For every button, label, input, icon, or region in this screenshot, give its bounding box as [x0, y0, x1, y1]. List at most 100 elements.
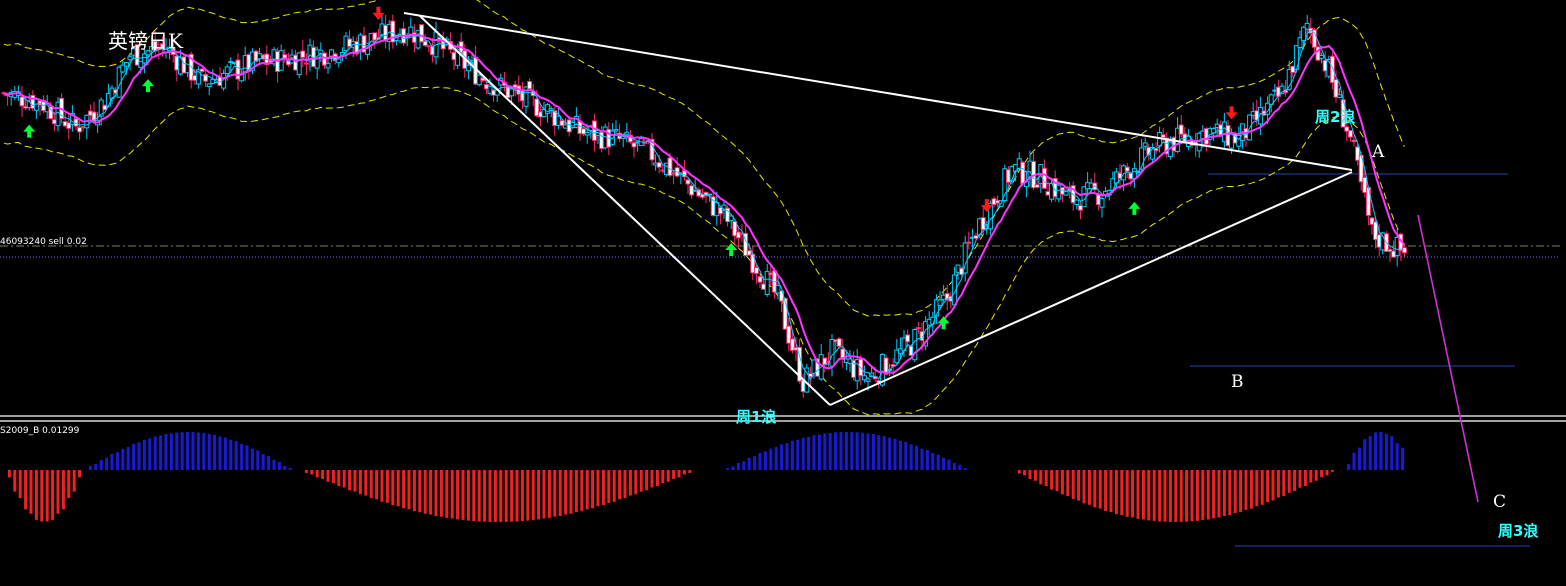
- buy-arrow-icon: [1128, 201, 1141, 215]
- candle-body: [725, 207, 731, 223]
- bollinger-lower-line: [3, 86, 1405, 416]
- candle-body: [861, 375, 867, 381]
- candle-body: [1034, 184, 1040, 188]
- candle-body: [905, 334, 911, 343]
- candle-body: [1063, 190, 1069, 196]
- candle-body: [303, 62, 309, 65]
- candle-body: [235, 59, 241, 80]
- candle-body: [883, 357, 889, 375]
- candle-body: [203, 73, 209, 82]
- candle-body: [1319, 54, 1325, 59]
- sell-arrow-icon: [980, 199, 993, 213]
- candle-body: [1099, 198, 1105, 208]
- candle-body: [1286, 69, 1292, 90]
- candle-body: [134, 44, 140, 66]
- candle-body: [509, 88, 515, 97]
- candle-body: [465, 64, 471, 72]
- candle-body: [1074, 199, 1080, 205]
- candle-body: [656, 162, 662, 168]
- candle-body: [829, 338, 835, 367]
- indicator-label: S2009_B 0.01299: [0, 426, 80, 436]
- point-c-label: C: [1493, 492, 1506, 512]
- candle-body: [372, 32, 378, 41]
- sell-arrow-icon: [1225, 106, 1238, 120]
- buy-arrow-icon: [725, 243, 738, 257]
- candle-body: [206, 83, 212, 88]
- candle-body: [764, 271, 770, 295]
- candle-body: [296, 52, 302, 76]
- candle-body: [141, 53, 147, 64]
- candle-body: [1142, 142, 1148, 147]
- candle-body: [775, 285, 781, 294]
- projection-line: [1417, 214, 1479, 503]
- candle-body: [1149, 147, 1155, 160]
- candle-body: [732, 221, 738, 237]
- candle-body: [419, 24, 425, 43]
- candle-body: [127, 56, 133, 61]
- candle-body: [199, 68, 205, 73]
- chart-title: 英镑日K: [108, 29, 184, 53]
- buy-arrow-icon: [23, 124, 36, 138]
- candle-body: [836, 338, 842, 347]
- candle-body: [318, 49, 324, 55]
- candle-body: [962, 242, 968, 274]
- candle-body: [1178, 124, 1184, 135]
- candle-body: [707, 193, 713, 196]
- candle-body: [966, 241, 972, 244]
- candle-body: [390, 20, 396, 43]
- candle-body: [717, 207, 723, 215]
- candle-body: [1124, 166, 1130, 172]
- candle-body: [1355, 146, 1361, 161]
- candle-body: [840, 348, 846, 360]
- candle-body: [743, 232, 749, 257]
- candle-body: [1351, 139, 1357, 143]
- candle-body: [894, 349, 900, 364]
- point-a-label: A: [1371, 142, 1385, 162]
- candle-body: [1002, 168, 1008, 202]
- trendline-wave1: [419, 15, 831, 406]
- candle-body: [138, 60, 144, 68]
- candle-body: [746, 250, 752, 256]
- candle-body: [1373, 221, 1379, 241]
- candle-body: [300, 50, 306, 58]
- trendline-rise: [829, 171, 1353, 406]
- candle-body: [19, 96, 25, 107]
- ma-fast-line: [3, 29, 1405, 381]
- bollinger-upper-line: [3, 0, 1405, 317]
- candle-body: [325, 62, 331, 69]
- candle-body: [1301, 26, 1307, 42]
- candle-body: [1362, 176, 1368, 194]
- candle-body: [584, 132, 590, 136]
- candle-body: [195, 69, 201, 85]
- candle-body: [1333, 79, 1339, 98]
- buy-arrow-icon: [937, 316, 950, 330]
- candle-body: [559, 120, 565, 127]
- candle-body: [523, 86, 529, 107]
- candle-body: [1387, 249, 1393, 252]
- trendline-upper: [403, 12, 1353, 171]
- candle-body: [1329, 55, 1335, 84]
- candle-body: [1139, 147, 1145, 170]
- ma-slow-line: [3, 33, 1406, 375]
- candle-body: [1268, 94, 1274, 105]
- candle-body: [1257, 106, 1263, 125]
- candle-body: [735, 231, 741, 239]
- candle-body: [336, 58, 342, 64]
- candle-body: [123, 61, 129, 67]
- candle-body: [789, 338, 795, 351]
- candle-body: [1077, 205, 1083, 211]
- candle-body: [66, 122, 72, 129]
- candle-body: [1401, 247, 1407, 254]
- buy-arrow-icon: [142, 79, 154, 93]
- candle-body: [1020, 161, 1026, 185]
- candle-body: [48, 106, 54, 120]
- candle-body: [1160, 134, 1166, 138]
- candle-body: [1369, 217, 1375, 226]
- candle-body: [753, 266, 759, 274]
- candle-body: [159, 43, 165, 48]
- candle-body: [786, 325, 792, 344]
- candle-body: [937, 299, 943, 306]
- candle-body: [102, 104, 108, 111]
- candle-body: [77, 126, 83, 133]
